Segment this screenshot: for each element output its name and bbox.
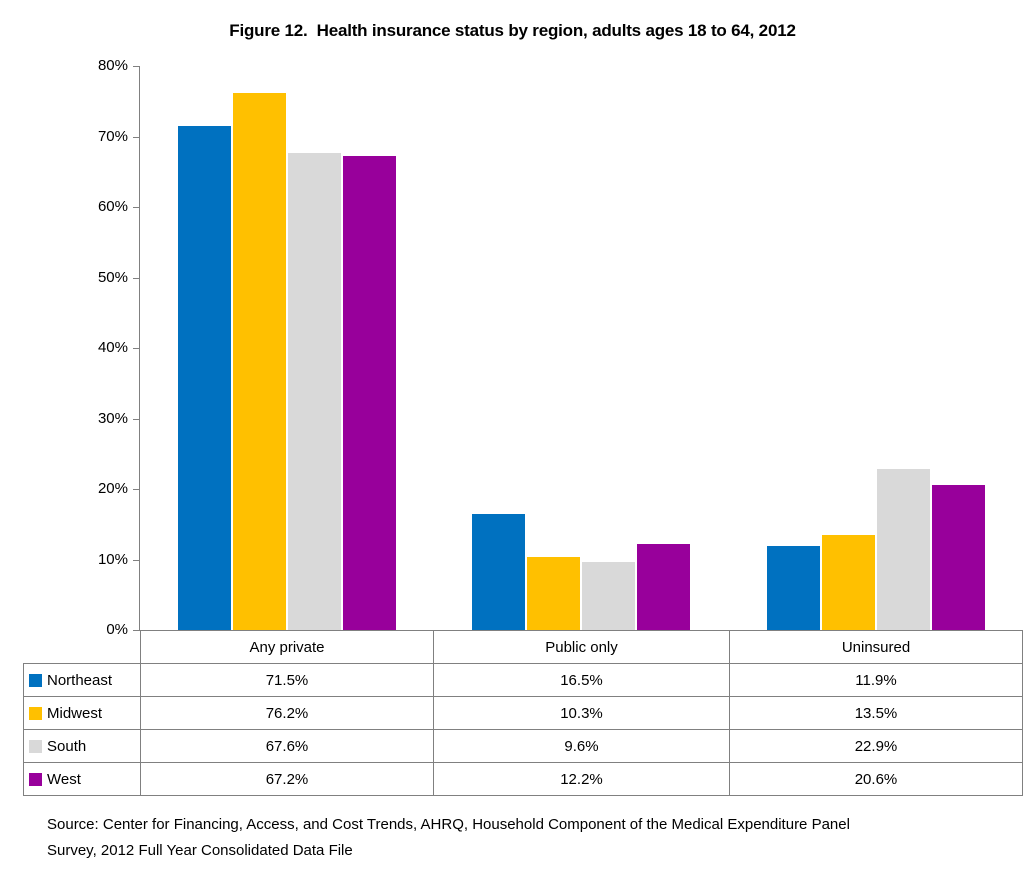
legend-cell-northeast: Northeast [23, 663, 141, 697]
bar-west-public-only [637, 543, 690, 630]
y-axis-tick-0 [133, 630, 140, 631]
y-axis-label-40: 40% [97, 339, 128, 356]
y-axis-tick-20 [133, 489, 140, 490]
value-cell-midwest-any-private: 76.2% [140, 696, 434, 730]
y-axis-tick-50 [133, 277, 140, 279]
y-axis-tick-70 [133, 136, 140, 138]
y-axis-tick-80 [133, 66, 140, 67]
category-header-public-only: Public only [433, 630, 730, 664]
source-note-line-2: Survey, 2012 Full Year Consolidated Data… [47, 842, 353, 859]
legend-label-south: South [47, 737, 87, 755]
legend-cell-west: West [23, 762, 141, 796]
category-header-any-private: Any private [140, 630, 434, 664]
value-cell-midwest-public-only: 10.3% [433, 696, 730, 730]
legend-label-northeast: Northeast [47, 671, 113, 689]
legend-swatch-northeast [29, 673, 42, 687]
value-cell-west-uninsured: 20.6% [729, 762, 1023, 796]
source-note-line-1: Source: Center for Financing, Access, an… [47, 816, 850, 833]
y-axis-label-30: 30% [97, 409, 128, 427]
y-axis-label-80: 80% [97, 57, 128, 74]
value-cell-south-uninsured: 22.9% [729, 729, 1023, 763]
legend-cell-south: South [23, 729, 141, 763]
y-axis-label-20: 20% [97, 480, 128, 497]
bar-northeast-public-only [472, 513, 525, 630]
y-axis-label-10: 10% [97, 550, 128, 568]
y-axis-label-50: 50% [97, 268, 128, 286]
bar-south-uninsured [876, 468, 930, 630]
legend-swatch-south [29, 739, 42, 753]
y-axis-label-0: 0% [106, 621, 128, 638]
y-axis-tick-30 [133, 418, 140, 420]
bar-midwest-public-only [527, 557, 580, 630]
bar-midwest-uninsured [821, 534, 875, 630]
bar-south-any-private [287, 153, 341, 630]
value-cell-northeast-any-private: 71.5% [140, 663, 434, 697]
bar-northeast-uninsured [766, 546, 820, 630]
figure-title: Figure 12. Health insurance status by re… [229, 21, 796, 40]
bar-midwest-any-private [232, 92, 286, 630]
value-cell-west-public-only: 12.2% [433, 762, 730, 796]
legend-swatch-west [29, 772, 42, 786]
bar-south-public-only [582, 562, 635, 630]
bar-west-uninsured [931, 484, 985, 630]
y-axis-tick-10 [133, 559, 140, 561]
bar-northeast-any-private [177, 125, 231, 630]
y-axis-tick-40 [133, 348, 140, 349]
y-axis-label-60: 60% [97, 198, 128, 215]
y-axis-tick-60 [133, 207, 140, 208]
legend-cell-midwest: Midwest [23, 696, 141, 730]
legend-label-midwest: Midwest [47, 704, 103, 722]
category-header-uninsured: Uninsured [729, 630, 1023, 664]
value-cell-northeast-public-only: 16.5% [433, 663, 730, 697]
legend-swatch-midwest [29, 706, 42, 720]
legend-label-west: West [47, 770, 81, 788]
value-cell-northeast-uninsured: 11.9% [729, 663, 1023, 697]
value-cell-south-public-only: 9.6% [433, 729, 730, 763]
value-cell-midwest-uninsured: 13.5% [729, 696, 1023, 730]
y-axis-label-70: 70% [97, 127, 128, 145]
value-cell-south-any-private: 67.6% [140, 729, 434, 763]
source-note: Source: Center for Financing, Access, an… [47, 812, 997, 864]
value-cell-west-any-private: 67.2% [140, 762, 434, 796]
bar-west-any-private [342, 156, 396, 630]
